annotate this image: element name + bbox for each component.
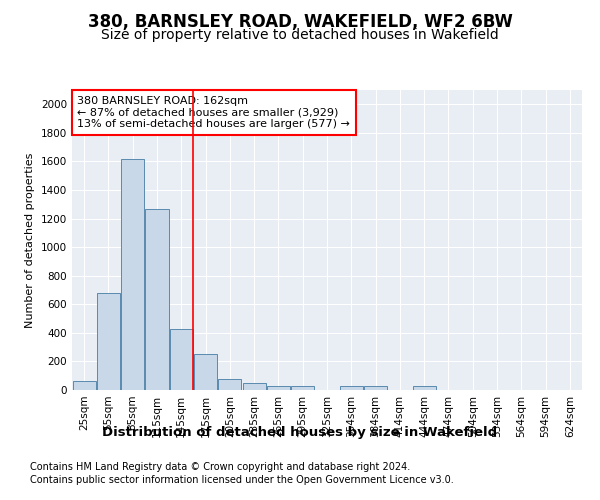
Bar	[413, 386, 436, 390]
Bar	[194, 354, 217, 390]
Bar	[364, 386, 387, 390]
Bar	[291, 386, 314, 390]
Bar	[242, 383, 266, 390]
Bar	[121, 158, 144, 390]
Bar	[97, 293, 120, 390]
Text: 380, BARNSLEY ROAD, WAKEFIELD, WF2 6BW: 380, BARNSLEY ROAD, WAKEFIELD, WF2 6BW	[88, 12, 512, 30]
Text: Size of property relative to detached houses in Wakefield: Size of property relative to detached ho…	[101, 28, 499, 42]
Bar	[218, 378, 241, 390]
Bar	[73, 382, 95, 390]
Y-axis label: Number of detached properties: Number of detached properties	[25, 152, 35, 328]
Bar	[340, 386, 363, 390]
Bar	[145, 208, 169, 390]
Text: 380 BARNSLEY ROAD: 162sqm
← 87% of detached houses are smaller (3,929)
13% of se: 380 BARNSLEY ROAD: 162sqm ← 87% of detac…	[77, 96, 350, 129]
Text: Distribution of detached houses by size in Wakefield: Distribution of detached houses by size …	[103, 426, 497, 439]
Text: Contains HM Land Registry data © Crown copyright and database right 2024.: Contains HM Land Registry data © Crown c…	[30, 462, 410, 472]
Bar	[267, 386, 290, 390]
Bar	[170, 328, 193, 390]
Text: Contains public sector information licensed under the Open Government Licence v3: Contains public sector information licen…	[30, 475, 454, 485]
